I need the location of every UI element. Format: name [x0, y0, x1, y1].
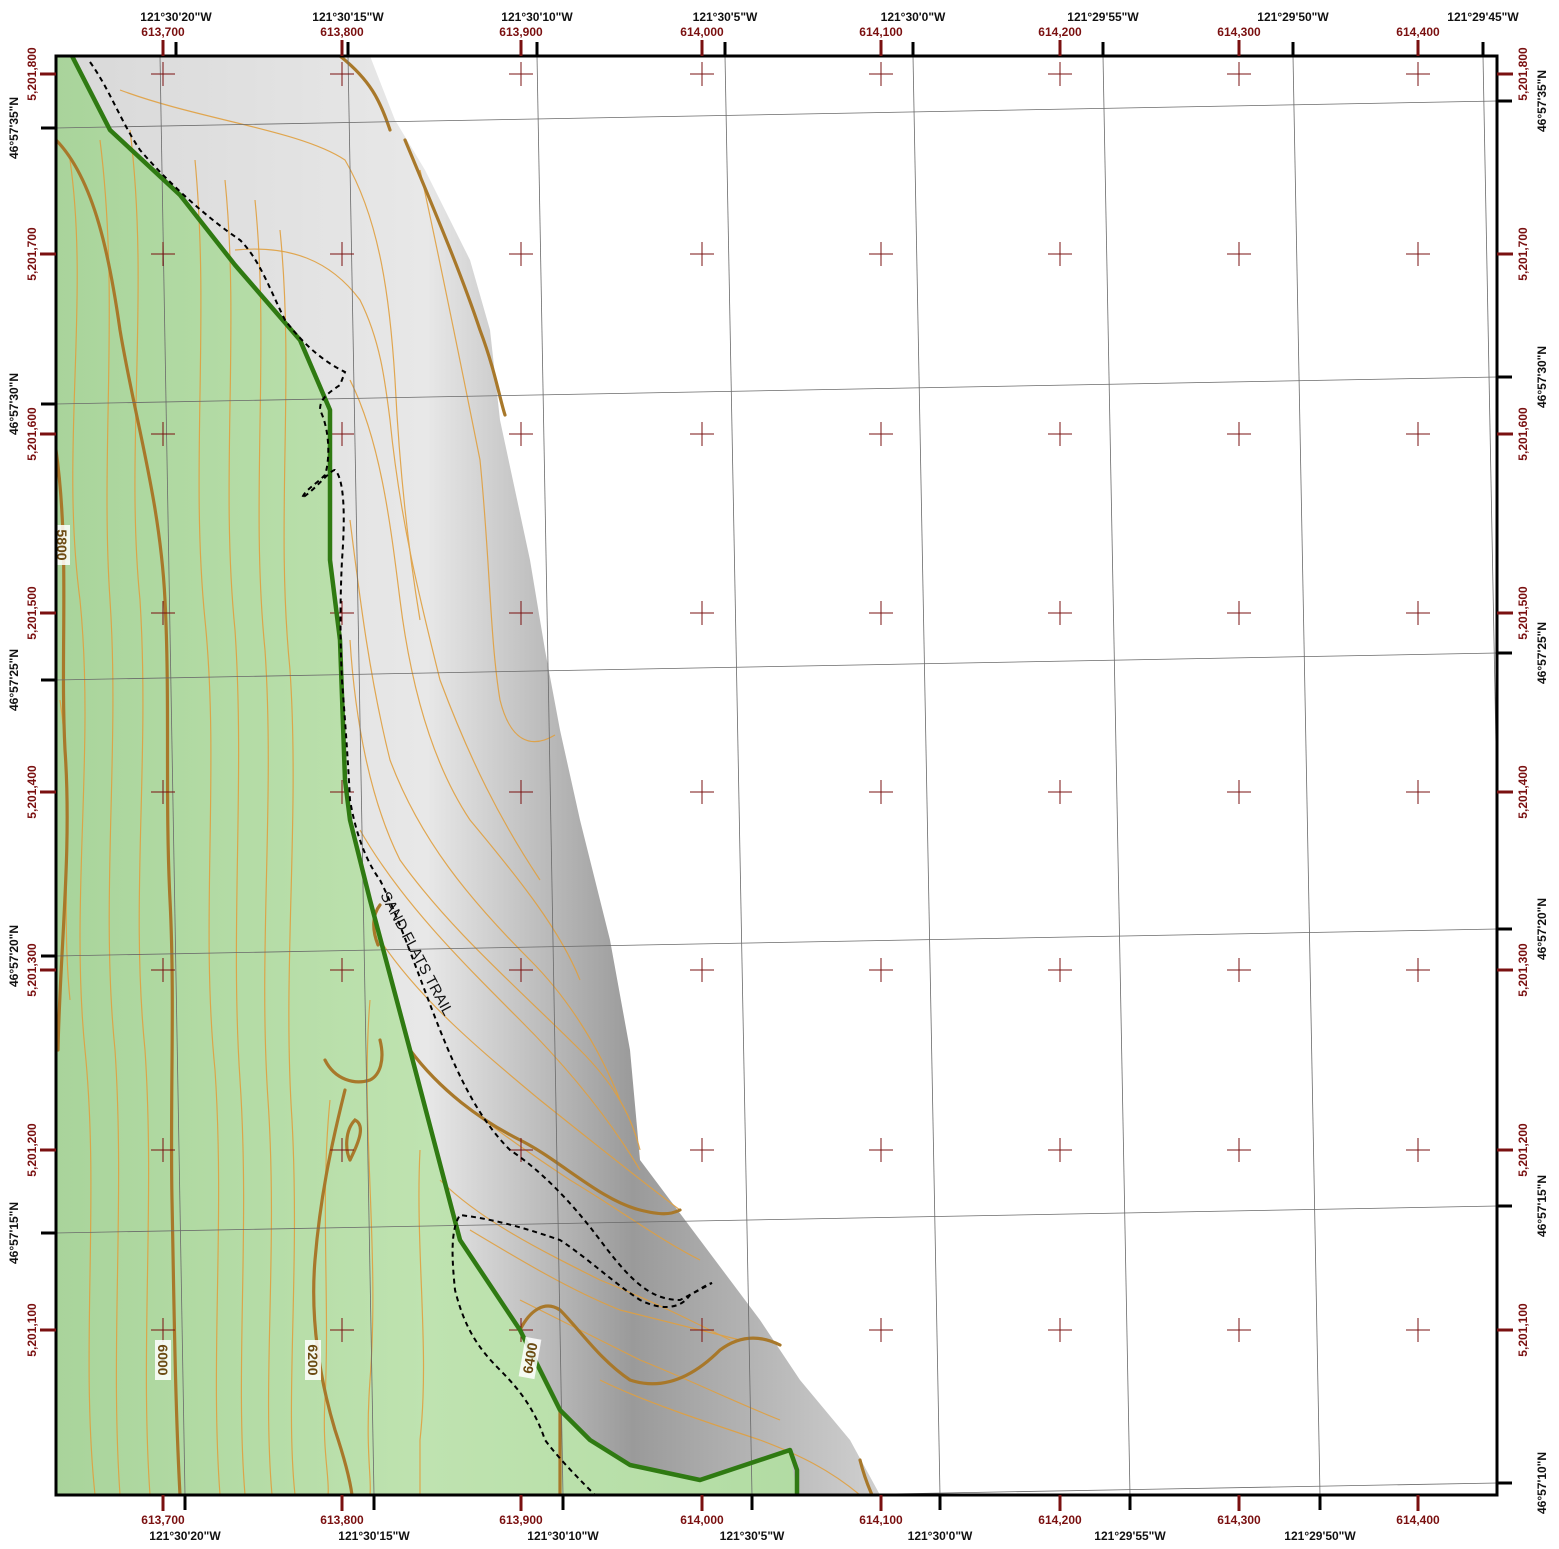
graticule-lines [56, 56, 1497, 1495]
latitude-label-left: 46°57'30"N [7, 373, 21, 435]
contour-label-6200: 6200 [305, 1344, 321, 1375]
longitude-label-top: 121°29'50"W [1257, 10, 1329, 24]
map-frame [54, 54, 1499, 1497]
longitude-label-bottom: 121°30'10"W [527, 1529, 599, 1543]
utm-northing-label-right: 5,201,400 [1516, 765, 1530, 819]
longitude-label-bottom: 121°30'15"W [338, 1529, 410, 1543]
latitude-label-right: 46°57'35"N [1535, 70, 1549, 132]
utm-northing-label-left: 5,201,400 [25, 765, 39, 819]
utm-easting-label-top: 613,900 [499, 25, 543, 39]
utm-easting-label-top: 613,800 [320, 25, 364, 39]
green-area-boundary [69, 56, 800, 1495]
utm-northing-label-left: 5,201,800 [25, 47, 39, 101]
latitude-label-right: 46°57'10"N [1535, 1452, 1549, 1514]
utm-easting-label-bottom: 614,000 [680, 1513, 724, 1527]
utm-easting-label-bottom: 614,200 [1038, 1513, 1082, 1527]
longitude-label-top: 121°30'20"W [140, 10, 212, 24]
utm-easting-label-top: 613,700 [141, 25, 185, 39]
utm-northing-label-right: 5,201,700 [1516, 227, 1530, 281]
utm-northing-label-left: 5,201,700 [25, 227, 39, 281]
utm-easting-label-bottom: 613,800 [320, 1513, 364, 1527]
utm-northing-label-right: 5,201,500 [1516, 586, 1530, 640]
utm-easting-label-bottom: 614,300 [1217, 1513, 1261, 1527]
latitude-label-left: 46°57'20"N [7, 925, 21, 987]
utm-northing-label-left: 5,201,100 [25, 1303, 39, 1357]
utm-northing-label-right: 5,201,200 [1516, 1123, 1530, 1177]
utm-northing-label-left: 5,201,600 [25, 407, 39, 461]
utm-easting-label-bottom: 613,700 [141, 1513, 185, 1527]
utm-northing-label-left: 5,201,200 [25, 1123, 39, 1177]
longitude-label-top: 121°30'5"W [693, 10, 758, 24]
utm-northing-label-left: 5,201,300 [25, 943, 39, 997]
longitude-label-top: 121°29'55"W [1067, 10, 1139, 24]
utm-northing-label-right: 5,201,300 [1516, 943, 1530, 997]
longitude-label-bottom: 121°30'20"W [149, 1529, 221, 1543]
longitude-label-top: 121°30'15"W [312, 10, 384, 24]
green-area [56, 56, 797, 1495]
utm-easting-label-top: 614,000 [680, 25, 724, 39]
contour-label-6400: 6400 [519, 1341, 540, 1375]
utm-easting-label-top: 614,200 [1038, 25, 1082, 39]
longitude-label-bottom: 121°29'55"W [1094, 1529, 1166, 1543]
contour-label-5800: 5800 [54, 529, 70, 560]
longitude-label-top: 121°29'45"W [1447, 10, 1519, 24]
utm-easting-label-bottom: 613,900 [499, 1513, 543, 1527]
latitude-label-left: 46°57'35"N [7, 97, 21, 159]
utm-northing-label-right: 5,201,800 [1516, 47, 1530, 101]
utm-northing-label-right: 5,201,600 [1516, 407, 1530, 461]
longitude-label-bottom: 121°30'0"W [908, 1529, 973, 1543]
latitude-label-right: 46°57'25"N [1535, 622, 1549, 684]
utm-grid-crosses [151, 62, 1430, 1342]
utm-easting-label-top: 614,400 [1396, 25, 1440, 39]
utm-easting-label-bottom: 614,400 [1396, 1513, 1440, 1527]
frame-ticks [40, 40, 1513, 1511]
minor-contours [59, 129, 425, 1495]
latitude-label-left: 46°57'25"N [7, 649, 21, 711]
longitude-label-bottom: 121°30'5"W [720, 1529, 785, 1543]
utm-easting-label-top: 614,300 [1217, 25, 1261, 39]
utm-easting-label-top: 614,100 [859, 25, 903, 39]
latitude-label-right: 46°57'15"N [1535, 1175, 1549, 1237]
minor-contours-slope [119, 89, 861, 1495]
utm-northing-label-left: 5,201,500 [25, 586, 39, 640]
longitude-label-bottom: 121°29'50"W [1284, 1529, 1356, 1543]
longitude-label-top: 121°30'0"W [881, 10, 946, 24]
latitude-label-right: 46°57'20"N [1535, 898, 1549, 960]
latitude-label-right: 46°57'30"N [1535, 346, 1549, 408]
contour-label-6000: 6000 [155, 1344, 171, 1375]
contour-labels: 5800 6000 6200 6400 [54, 525, 542, 1380]
longitude-label-top: 121°30'10"W [501, 10, 573, 24]
latitude-label-left: 46°57'15"N [7, 1202, 21, 1264]
sand-flats-trail [89, 61, 713, 1495]
utm-northing-label-right: 5,201,100 [1516, 1303, 1530, 1357]
frame-labels: 613,700 613,700 613,800 613,800 613,900 613,9… [7, 10, 1549, 1543]
utm-easting-label-bottom: 614,100 [859, 1513, 903, 1527]
